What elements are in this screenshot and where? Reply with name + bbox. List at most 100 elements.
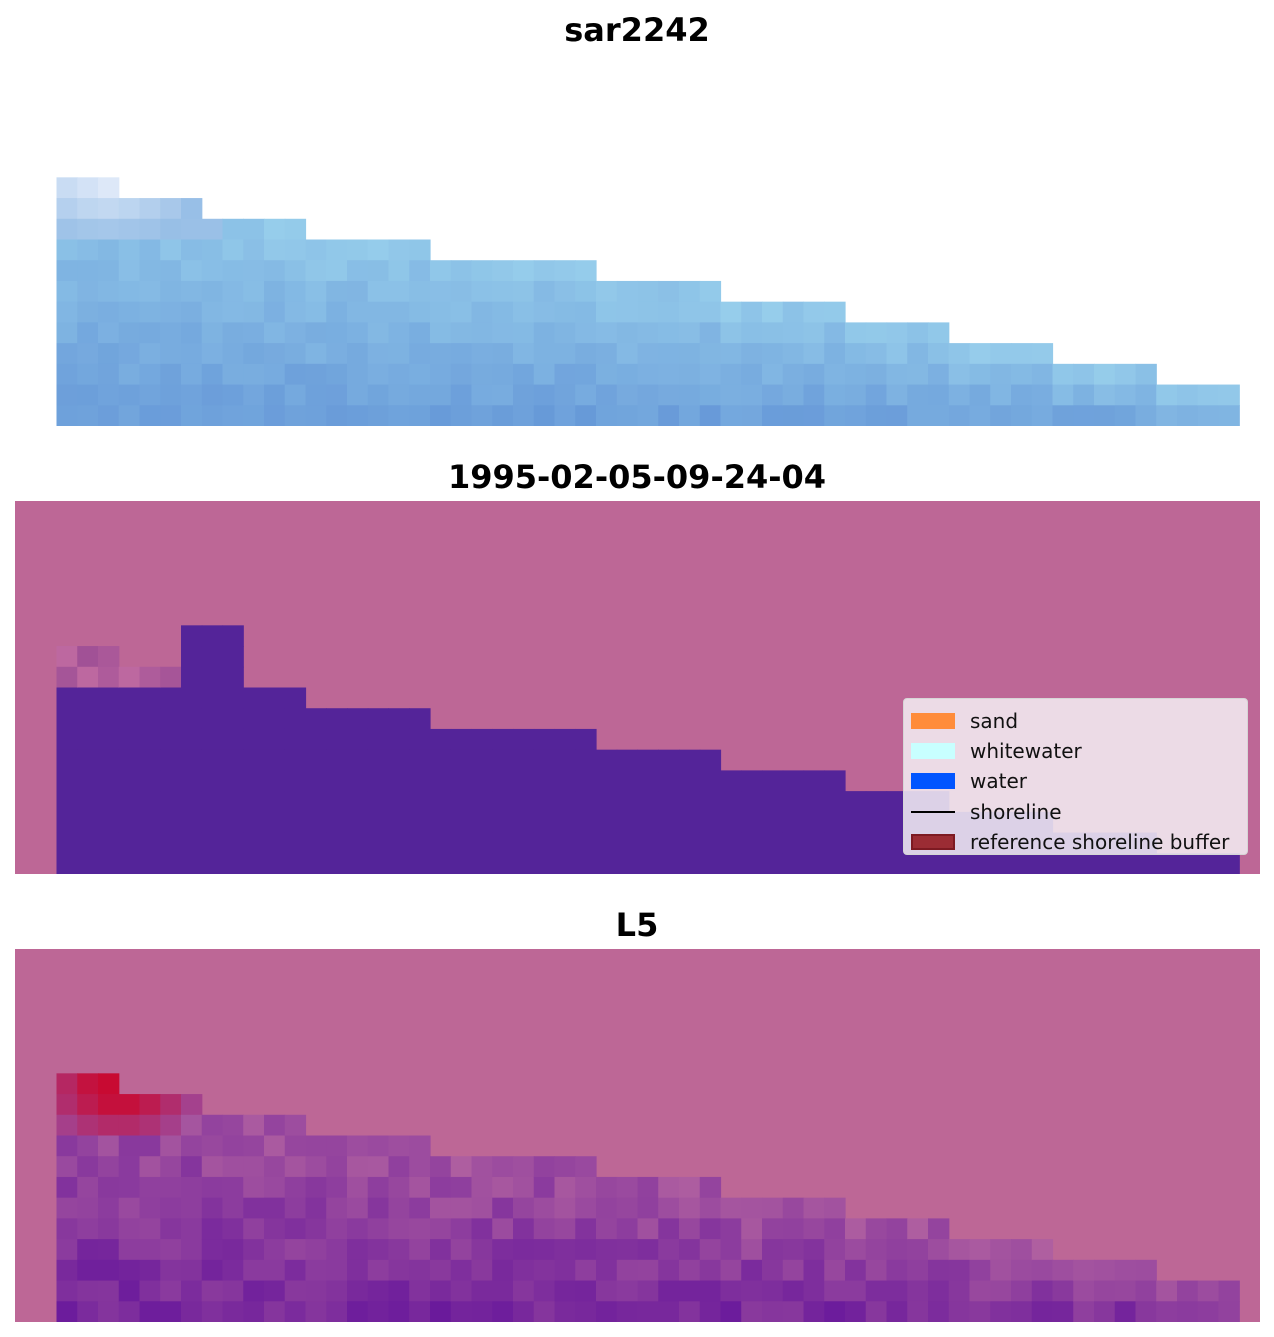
l5-pixel (637, 1176, 659, 1199)
sar-pixel (367, 405, 390, 426)
sar-pixel (1177, 384, 1199, 406)
sar-pixel (492, 343, 514, 365)
l5-pixel (388, 1197, 410, 1219)
class-pixel (201, 708, 224, 730)
l5-pixel (264, 1218, 286, 1240)
l5-pixel (658, 1197, 680, 1219)
class-pixel (284, 728, 307, 751)
class-pixel (222, 687, 244, 709)
l5-pixel (181, 1114, 203, 1137)
l5-pixel (98, 1114, 120, 1137)
class-pixel (865, 811, 888, 834)
class-pixel (762, 791, 784, 813)
class-pixel (264, 832, 286, 854)
class-pixel (450, 770, 473, 792)
sar-pixel (430, 260, 452, 282)
l5-pixel (1135, 1301, 1157, 1322)
l5-pixel (56, 1239, 78, 1261)
l5-pixel (845, 1301, 867, 1322)
l5-index-raster (56, 1073, 1240, 1322)
class-pixel (98, 811, 120, 834)
class-pixel (326, 749, 348, 771)
class-pixel (824, 853, 846, 874)
sar-pixel (181, 384, 203, 406)
sar-pixel (98, 322, 120, 344)
l5-pixel (928, 1301, 950, 1322)
class-pixel (865, 853, 888, 874)
l5-pixel (77, 1114, 99, 1137)
sar-pixel (948, 405, 971, 426)
class-pixel (118, 708, 141, 730)
l5-pixel (533, 1176, 556, 1199)
l5-pixel (845, 1280, 867, 1302)
class-pixel (803, 832, 825, 854)
sar-pixel (160, 322, 182, 344)
sar-pixel (554, 405, 576, 426)
class-pixel (720, 791, 742, 813)
class-pixel (56, 708, 78, 730)
l5-pixel (948, 1301, 971, 1322)
sar-pixel (637, 343, 659, 365)
l5-pixel (347, 1218, 369, 1240)
sar-pixel (533, 301, 556, 323)
l5-pixel (305, 1197, 327, 1219)
sar-pixel (222, 363, 244, 386)
class-pixel (222, 791, 244, 813)
l5-pixel (471, 1259, 493, 1282)
class-pixel (803, 770, 825, 792)
sar-pixel (222, 218, 244, 241)
sar-pixel (181, 343, 203, 365)
l5-pixel (77, 1094, 99, 1116)
class-pixel (720, 832, 742, 854)
sar-pixel (928, 384, 950, 406)
sar-pixel (284, 280, 307, 303)
class-pixel (118, 666, 141, 689)
sar-pixel (658, 363, 680, 386)
legend: sand whitewater water shoreline referenc… (903, 698, 1248, 855)
legend-item-shoreline: shoreline (911, 797, 1247, 827)
sar-pixel (118, 384, 141, 406)
class-pixel (388, 770, 410, 792)
sar-pixel (492, 384, 514, 406)
l5-pixel (388, 1239, 410, 1261)
class-pixel (575, 728, 597, 751)
class-pixel (575, 811, 597, 834)
l5-pixel (1094, 1301, 1116, 1322)
class-pixel (679, 811, 701, 834)
l5-pixel (160, 1218, 182, 1240)
class-pixel (284, 770, 307, 792)
class-pixel (658, 811, 680, 834)
sar-pixel (118, 218, 141, 241)
l5-pixel (118, 1259, 141, 1282)
class-pixel (596, 811, 618, 834)
l5-pixel (596, 1218, 618, 1240)
l5-pixel (243, 1218, 265, 1240)
l5-pixel (762, 1280, 784, 1302)
l5-pixel (367, 1280, 390, 1302)
class-pixel (430, 811, 452, 834)
sar-pixel (928, 322, 950, 344)
sar-pixel (222, 384, 244, 406)
sar-pixel (1156, 405, 1178, 426)
l5-pixel (284, 1218, 307, 1240)
sar-pixel (98, 198, 120, 220)
class-pixel (554, 770, 576, 792)
l5-pixel (388, 1218, 410, 1240)
sar-pixel (388, 363, 410, 386)
sar-pixel (367, 384, 390, 406)
l5-pixel (1177, 1301, 1199, 1322)
l5-pixel (181, 1239, 203, 1261)
class-pixel (637, 853, 659, 874)
sar-pixel (201, 363, 224, 386)
class-pixel (56, 832, 78, 854)
sar-pixel (616, 384, 639, 406)
sar-pixel (575, 322, 597, 344)
l5-pixel (201, 1114, 224, 1137)
class-pixel (118, 791, 141, 813)
l5-pixel (450, 1301, 473, 1322)
sar-pixel (533, 260, 556, 282)
l5-pixel (679, 1239, 701, 1261)
class-pixel (741, 791, 763, 813)
class-pixel (160, 811, 182, 834)
sar-pixel (637, 363, 659, 386)
